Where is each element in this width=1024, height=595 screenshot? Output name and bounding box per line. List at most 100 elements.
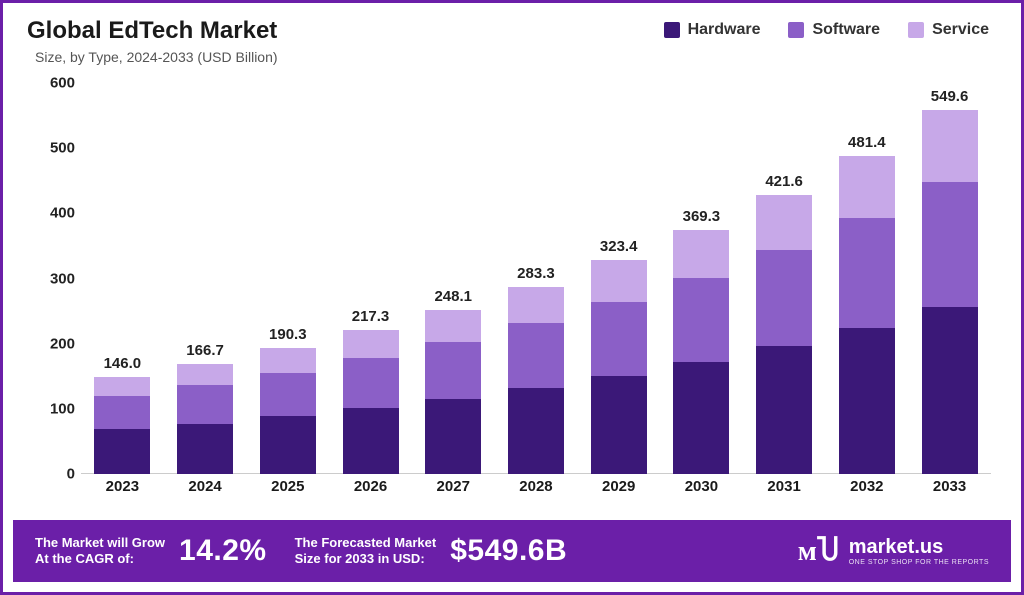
x-axis-label: 2024	[177, 478, 233, 502]
y-tick: 0	[33, 466, 75, 483]
legend-item-software: Software	[788, 21, 880, 39]
bar-segment-service	[425, 310, 481, 342]
y-tick: 100	[33, 400, 75, 417]
swatch-hardware	[664, 22, 680, 38]
bar-column: 248.1	[425, 310, 481, 474]
y-tick: 400	[33, 205, 75, 222]
legend-label-service: Service	[932, 21, 989, 39]
swatch-service	[908, 22, 924, 38]
bar-segment-software	[343, 358, 399, 408]
bar-total-label: 283.3	[496, 265, 576, 282]
bar-segment-software	[673, 278, 729, 363]
y-tick: 300	[33, 270, 75, 287]
x-axis-label: 2025	[260, 478, 316, 502]
bar-segment-service	[839, 156, 895, 218]
bar-segment-service	[508, 287, 564, 323]
bars-container: 146.0166.7190.3217.3248.1283.3323.4369.3…	[81, 83, 991, 474]
bar-segment-hardware	[425, 399, 481, 474]
cagr-label: The Market will GrowAt the CAGR of:	[35, 535, 165, 568]
bar-column: 549.6	[922, 110, 978, 474]
bar-column: 421.6	[756, 195, 812, 474]
forecast-label: The Forecasted MarketSize for 2033 in US…	[295, 535, 437, 568]
bar-column: 146.0	[94, 377, 150, 474]
brand-text: market.us ONE STOP SHOP FOR THE REPORTS	[849, 536, 989, 566]
bar-segment-software	[922, 182, 978, 308]
bar-segment-service	[922, 110, 978, 181]
x-axis-labels: 2023 2024 2025 2026 2027 2028 2029 2030 2031 2032…	[81, 478, 991, 502]
bar-segment-hardware	[839, 328, 895, 474]
swatch-software	[788, 22, 804, 38]
legend: Hardware Software Service	[664, 17, 997, 39]
y-tick: 200	[33, 335, 75, 352]
bar-segment-hardware	[94, 429, 150, 474]
bar-total-label: 481.4	[827, 134, 907, 151]
bar-segment-software	[260, 373, 316, 417]
bar-segment-software	[839, 218, 895, 328]
x-axis-label: 2032	[839, 478, 895, 502]
footer-banner: The Market will GrowAt the CAGR of: 14.2…	[13, 520, 1011, 582]
x-axis-label: 2033	[922, 478, 978, 502]
bar-column: 217.3	[343, 330, 399, 474]
bar-segment-software	[94, 396, 150, 429]
brand-block: ᴍႮ market.us ONE STOP SHOP FOR THE REPOR…	[798, 534, 989, 568]
cagr-value: 14.2%	[179, 534, 267, 568]
bar-column: 323.4	[591, 260, 647, 474]
bar-column: 481.4	[839, 156, 895, 474]
bar-segment-hardware	[260, 416, 316, 474]
bar-total-label: 217.3	[331, 308, 411, 325]
bar-segment-service	[177, 364, 233, 386]
bar-segment-service	[343, 330, 399, 358]
bar-segment-software	[508, 323, 564, 388]
x-axis-label: 2031	[756, 478, 812, 502]
bar-segment-service	[591, 260, 647, 302]
bar-total-label: 549.6	[910, 88, 990, 105]
x-axis-label: 2026	[343, 478, 399, 502]
title-block: Global EdTech Market Size, by Type, 2024…	[27, 17, 278, 65]
bar-column: 283.3	[508, 287, 564, 474]
bar-segment-service	[94, 377, 150, 396]
bar-segment-service	[756, 195, 812, 250]
legend-label-hardware: Hardware	[688, 21, 761, 39]
brand-tagline: ONE STOP SHOP FOR THE REPORTS	[849, 559, 989, 566]
chart-header: Global EdTech Market Size, by Type, 2024…	[27, 17, 997, 65]
bar-segment-hardware	[673, 362, 729, 474]
x-axis-label: 2030	[673, 478, 729, 502]
bar-total-label: 166.7	[165, 342, 245, 359]
bar-segment-hardware	[343, 408, 399, 474]
bar-segment-software	[177, 385, 233, 423]
x-axis-label: 2028	[508, 478, 564, 502]
brand-logo-icon: ᴍႮ	[798, 534, 839, 568]
bar-total-label: 190.3	[248, 326, 328, 343]
bar-segment-service	[260, 348, 316, 372]
chart-title: Global EdTech Market	[27, 17, 278, 45]
bar-segment-hardware	[756, 346, 812, 474]
bar-column: 166.7	[177, 364, 233, 474]
chart-area: 146.0166.7190.3217.3248.1283.3323.4369.3…	[33, 83, 991, 502]
bar-segment-software	[756, 250, 812, 347]
legend-item-hardware: Hardware	[664, 21, 761, 39]
bar-total-label: 323.4	[579, 238, 659, 255]
bar-segment-software	[591, 302, 647, 376]
y-tick: 600	[33, 75, 75, 92]
x-axis-label: 2023	[94, 478, 150, 502]
bar-segment-software	[425, 342, 481, 399]
bar-column: 369.3	[673, 230, 729, 474]
x-axis-label: 2027	[425, 478, 481, 502]
bar-total-label: 421.6	[744, 173, 824, 190]
bar-segment-hardware	[922, 307, 978, 474]
brand-name: market.us	[849, 536, 989, 559]
bar-column: 190.3	[260, 348, 316, 474]
legend-item-service: Service	[908, 21, 989, 39]
legend-label-software: Software	[812, 21, 880, 39]
bar-segment-hardware	[508, 388, 564, 474]
bar-segment-hardware	[177, 424, 233, 474]
forecast-value: $549.6B	[450, 534, 567, 568]
bar-segment-service	[673, 230, 729, 278]
chart-subtitle: Size, by Type, 2024-2033 (USD Billion)	[35, 49, 278, 65]
bar-total-label: 146.0	[82, 355, 162, 372]
bar-total-label: 369.3	[661, 208, 741, 225]
bar-total-label: 248.1	[413, 288, 493, 305]
y-tick: 500	[33, 140, 75, 157]
x-axis-label: 2029	[591, 478, 647, 502]
plot-region: 146.0166.7190.3217.3248.1283.3323.4369.3…	[81, 83, 991, 474]
